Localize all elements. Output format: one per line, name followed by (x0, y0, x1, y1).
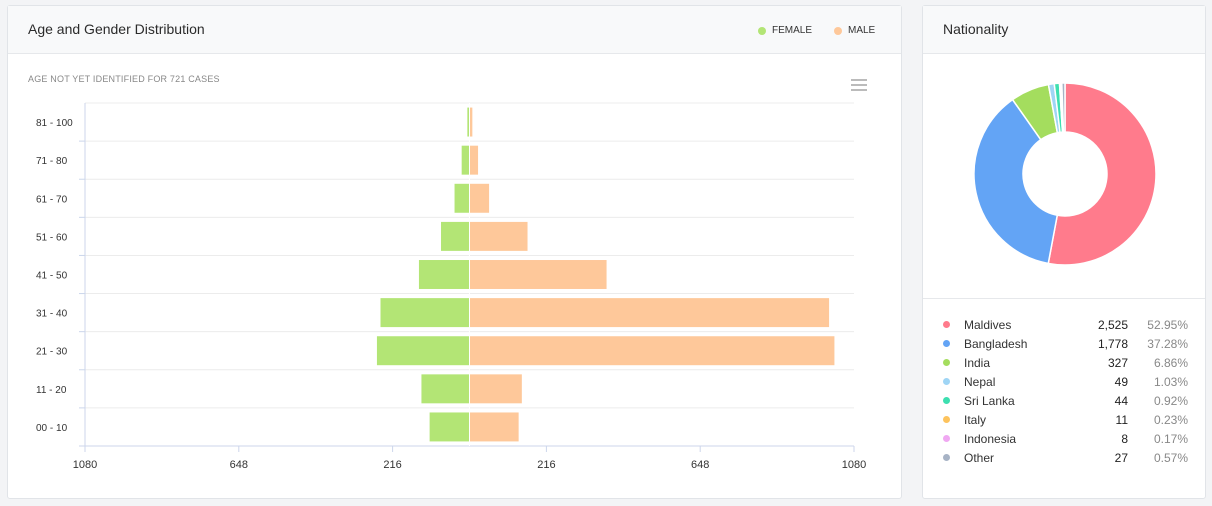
donut-slice-maldives[interactable] (1047, 82, 1157, 266)
legend-female-label: FEMALE (772, 25, 813, 36)
nationality-row-india[interactable]: India 327 6.86% (943, 353, 1188, 372)
nationality-name: Nepal (964, 374, 996, 389)
male-bar-00-10[interactable] (469, 412, 519, 442)
legend-male-dot (834, 26, 842, 35)
y-tick-label: 21 - 30 (36, 347, 68, 358)
nationality-name: India (964, 355, 991, 370)
y-tick-label: 11 - 20 (36, 385, 67, 396)
y-tick-label: 81 - 100 (36, 118, 73, 129)
nationality-dot (943, 359, 950, 366)
nationality-percent: 0.23% (1153, 412, 1188, 427)
nationality-dot (943, 397, 950, 404)
legend-male[interactable]: MALE (834, 25, 875, 36)
nationality-count: 11 (1115, 412, 1128, 427)
donut-slice-other[interactable] (1060, 82, 1066, 133)
nationality-name: Sri Lanka (964, 393, 1015, 408)
nationality-percent: 0.17% (1153, 431, 1188, 446)
nationality-row-bangladesh[interactable]: Bangladesh 1,778 37.28% (943, 334, 1188, 353)
nationality-name: Bangladesh (964, 336, 1028, 351)
nationality-dot (943, 378, 950, 385)
y-tick-label: 71 - 80 (36, 156, 68, 167)
female-bar-81-100[interactable] (467, 107, 470, 137)
female-bar-00-10[interactable] (429, 412, 470, 442)
y-tick-label: 41 - 50 (36, 271, 68, 282)
nationality-count: 44 (1114, 393, 1128, 408)
nationality-divider (923, 298, 1205, 299)
nationality-card: Nationality Maldives 2,525 52.95% Banglades… (922, 5, 1206, 499)
nationality-row-maldives[interactable]: Maldives 2,525 52.95% (943, 315, 1188, 334)
age-unidentified-note: AGE NOT YET IDENTIFIED FOR 721 CASES (28, 74, 220, 84)
female-bar-51-60[interactable] (441, 221, 470, 251)
x-tick-label: 216 (537, 459, 555, 471)
male-bar-21-30[interactable] (469, 336, 835, 366)
female-bar-11-20[interactable] (421, 374, 470, 404)
male-bar-11-20[interactable] (469, 374, 522, 404)
nationality-count: 49 (1114, 374, 1128, 389)
nationality-count: 8 (1121, 431, 1128, 446)
nationality-dot (943, 454, 950, 461)
nationality-name: Italy (964, 412, 987, 427)
nationality-row-indonesia[interactable]: Indonesia 8 0.17% (943, 429, 1188, 448)
nationality-name: Other (964, 450, 995, 465)
nationality-count: 27 (1114, 450, 1128, 465)
nationality-dot (943, 416, 950, 423)
nationality-percent: 0.92% (1153, 393, 1188, 408)
nationality-percent: 6.86% (1153, 355, 1188, 370)
nationality-title: Nationality (943, 21, 1009, 37)
nationality-name: Indonesia (964, 431, 1017, 446)
male-bar-51-60[interactable] (469, 221, 528, 251)
nationality-name: Maldives (964, 317, 1012, 332)
x-tick-label: 648 (691, 459, 709, 471)
nationality-count: 327 (1107, 355, 1128, 370)
nationality-header: Nationality (923, 6, 1205, 54)
female-bar-21-30[interactable] (376, 336, 470, 366)
male-bar-61-70[interactable] (469, 183, 490, 213)
nationality-donut-chart (973, 82, 1157, 266)
hamburger-menu-icon[interactable] (851, 79, 867, 91)
x-tick-label: 648 (230, 459, 248, 471)
y-tick-label: 00 - 10 (36, 423, 68, 434)
age-gender-header: Age and Gender Distribution FEMALE MALE (8, 6, 901, 54)
legend-female-dot (758, 26, 766, 35)
nationality-percent: 52.95% (1147, 317, 1188, 332)
x-tick-label: 1080 (73, 459, 97, 471)
nationality-dot (943, 321, 950, 328)
nationality-row-sri-lanka[interactable]: Sri Lanka 44 0.92% (943, 391, 1188, 410)
male-bar-71-80[interactable] (469, 145, 479, 175)
y-tick-label: 61 - 70 (36, 194, 68, 205)
male-bar-31-40[interactable] (469, 298, 830, 328)
female-bar-31-40[interactable] (380, 298, 470, 328)
age-pyramid-chart: 81 - 100 71 - 80 61 - 70 51 - 60 41 - 50 31 -… (36, 102, 866, 471)
nationality-percent: 1.03% (1153, 374, 1188, 389)
female-bar-71-80[interactable] (461, 145, 470, 175)
nationality-count: 2,525 (1097, 317, 1128, 332)
age-gender-title: Age and Gender Distribution (28, 21, 205, 37)
x-tick-label: 216 (383, 459, 401, 471)
y-tick-label: 51 - 60 (36, 232, 68, 243)
nationality-percent: 0.57% (1153, 450, 1188, 465)
legend-male-label: MALE (848, 25, 876, 36)
nationality-row-nepal[interactable]: Nepal 49 1.03% (943, 372, 1188, 391)
female-bar-41-50[interactable] (418, 260, 470, 289)
x-tick-label: 1080 (842, 459, 866, 471)
y-tick-label: 31 - 40 (36, 309, 68, 320)
nationality-dot (943, 340, 950, 347)
male-bar-81-100[interactable] (469, 107, 473, 137)
nationality-count: 1,778 (1097, 336, 1128, 351)
legend-female[interactable]: FEMALE (758, 25, 812, 36)
nationality-dot (943, 435, 950, 442)
female-bar-61-70[interactable] (454, 183, 470, 213)
nationality-row-other[interactable]: Other 27 0.57% (943, 448, 1188, 467)
nationality-row-italy[interactable]: Italy 11 0.23% (943, 410, 1188, 429)
donut-slice-bangladesh[interactable] (973, 98, 1059, 265)
nationality-percent: 37.28% (1147, 336, 1188, 351)
age-gender-card: Age and Gender Distribution FEMALE MALE … (7, 5, 902, 499)
male-bar-41-50[interactable] (469, 260, 607, 289)
